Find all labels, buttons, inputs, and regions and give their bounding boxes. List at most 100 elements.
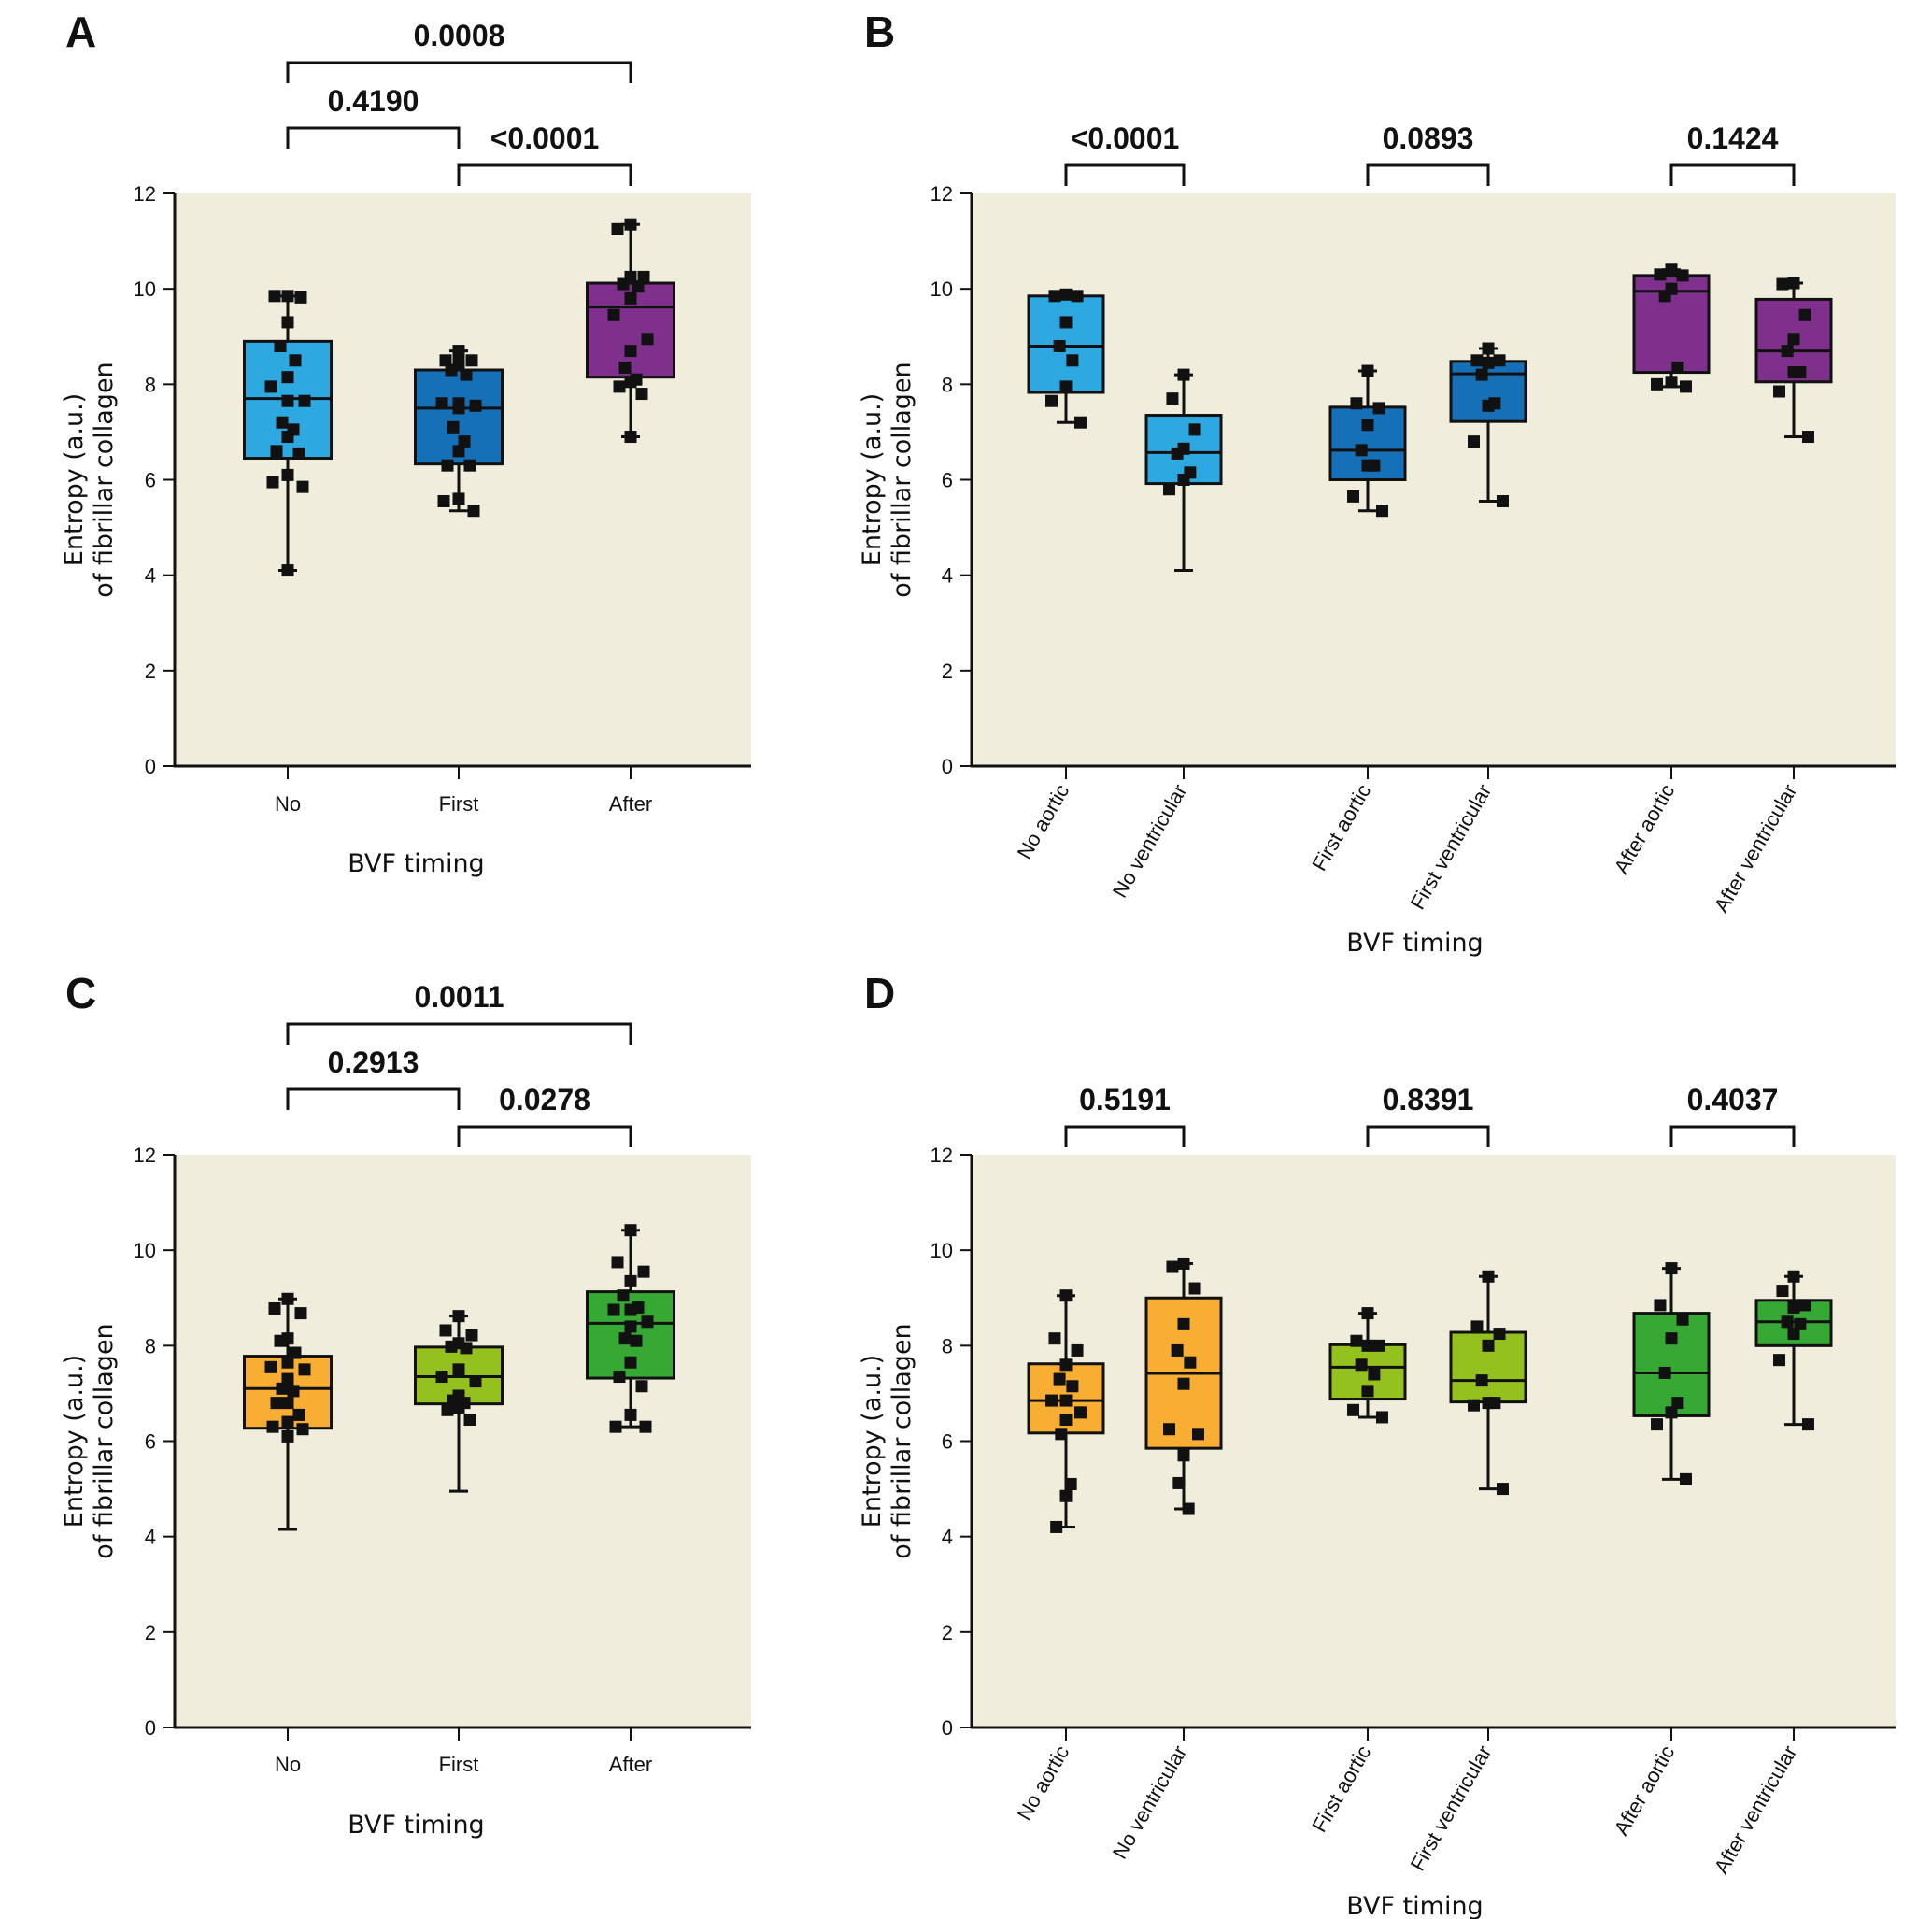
data-point — [298, 394, 311, 407]
data-point — [281, 564, 294, 577]
data-point — [1073, 1406, 1087, 1419]
y-axis-title-line2: of fibrillar collagen — [888, 1323, 916, 1558]
data-point — [270, 445, 283, 458]
data-point — [1372, 1339, 1385, 1352]
data-point — [1658, 290, 1671, 303]
data-point — [1347, 490, 1360, 503]
data-point — [1475, 368, 1488, 381]
data-point — [469, 1375, 482, 1388]
y-tick-label: 2 — [942, 660, 953, 683]
data-point — [281, 290, 294, 303]
y-tick-label: 10 — [134, 1239, 156, 1262]
x-category-label: No aortic — [1013, 780, 1074, 863]
box-after-aortic — [1632, 263, 1711, 393]
data-point — [1059, 1414, 1073, 1427]
panel-letter: C — [65, 969, 96, 1017]
data-point — [467, 505, 480, 518]
data-point — [1184, 1356, 1197, 1369]
data-point — [289, 354, 302, 367]
data-point — [1177, 1449, 1190, 1462]
data-point — [611, 222, 624, 235]
data-point — [624, 1408, 637, 1421]
data-point — [1679, 1472, 1692, 1485]
data-point — [618, 361, 632, 374]
data-point — [613, 1371, 626, 1384]
data-point — [1787, 1328, 1800, 1341]
box-after-aortic — [1632, 1262, 1711, 1485]
data-point — [1781, 345, 1794, 358]
y-tick-label: 6 — [145, 469, 156, 492]
data-point — [1188, 423, 1201, 436]
data-point — [1048, 1332, 1061, 1345]
y-tick-label: 0 — [145, 1716, 156, 1740]
data-point — [637, 270, 650, 283]
x-category-label: After aortic — [1609, 780, 1679, 878]
data-point — [452, 345, 465, 358]
y-tick-label: 10 — [134, 277, 156, 301]
data-point — [1468, 1399, 1481, 1412]
data-point — [624, 1274, 637, 1287]
data-point — [1182, 1502, 1195, 1515]
data-point — [1665, 1406, 1678, 1419]
significance-bracket — [286, 1087, 461, 1110]
y-tick-label: 2 — [145, 1621, 156, 1644]
data-point — [624, 376, 637, 389]
y-axis-title-line1: Entropy (a.u.) — [858, 1355, 887, 1528]
box-after — [586, 218, 675, 444]
data-point — [1163, 483, 1176, 496]
p-value-label: 0.5191 — [1079, 1083, 1171, 1116]
data-point — [1375, 1411, 1388, 1424]
data-point — [1773, 385, 1786, 398]
box-first-aortic — [1328, 364, 1407, 518]
y-tick-label: 0 — [942, 1716, 953, 1740]
significance-bracket — [1366, 163, 1490, 186]
data-point — [276, 1382, 289, 1395]
data-point — [1671, 1397, 1684, 1410]
p-value-label: 0.0011 — [414, 980, 504, 1014]
data-point — [1045, 1394, 1058, 1407]
data-point — [1064, 1477, 1077, 1490]
data-point — [1059, 1394, 1073, 1407]
data-point — [1654, 268, 1667, 281]
data-point — [1066, 1380, 1079, 1393]
data-point — [1794, 1317, 1807, 1330]
data-point — [1059, 1358, 1073, 1372]
x-category-label: First — [439, 792, 479, 816]
data-point — [1658, 1366, 1671, 1379]
data-point — [1048, 290, 1061, 303]
data-point — [281, 468, 294, 481]
data-point — [296, 480, 309, 493]
x-category-label: First aortic — [1307, 780, 1375, 874]
data-point — [452, 1401, 465, 1414]
data-point — [1787, 1270, 1800, 1283]
data-point — [281, 394, 294, 407]
y-axis-title-line1: Entropy (a.u.) — [60, 1355, 89, 1528]
y-tick-label: 8 — [942, 1334, 953, 1358]
data-point — [1776, 1285, 1789, 1298]
y-tick-label: 12 — [930, 182, 953, 206]
data-point — [1166, 1260, 1179, 1273]
p-value-label: 0.2913 — [328, 1045, 419, 1079]
x-category-label: No — [275, 792, 301, 816]
y-tick-label: 6 — [942, 1430, 953, 1454]
box-no-ventricular — [1144, 368, 1223, 573]
data-point — [1361, 364, 1374, 377]
x-category-label: No ventricular — [1108, 1741, 1192, 1863]
data-point — [441, 459, 454, 472]
data-point — [624, 1303, 637, 1316]
data-point — [1361, 1385, 1374, 1398]
data-point — [296, 1423, 309, 1436]
significance-bracket — [1366, 1125, 1490, 1147]
data-point — [1773, 1354, 1786, 1367]
data-point — [1066, 354, 1079, 367]
data-point — [1470, 354, 1484, 367]
data-point — [266, 476, 279, 489]
x-axis-title: BVF timing — [348, 1811, 484, 1840]
data-point — [1671, 361, 1684, 374]
data-point — [617, 1289, 630, 1302]
y-tick-label: 12 — [930, 1144, 953, 1167]
box-first — [414, 1310, 504, 1493]
data-point — [1350, 1334, 1363, 1347]
data-point — [1468, 435, 1481, 448]
